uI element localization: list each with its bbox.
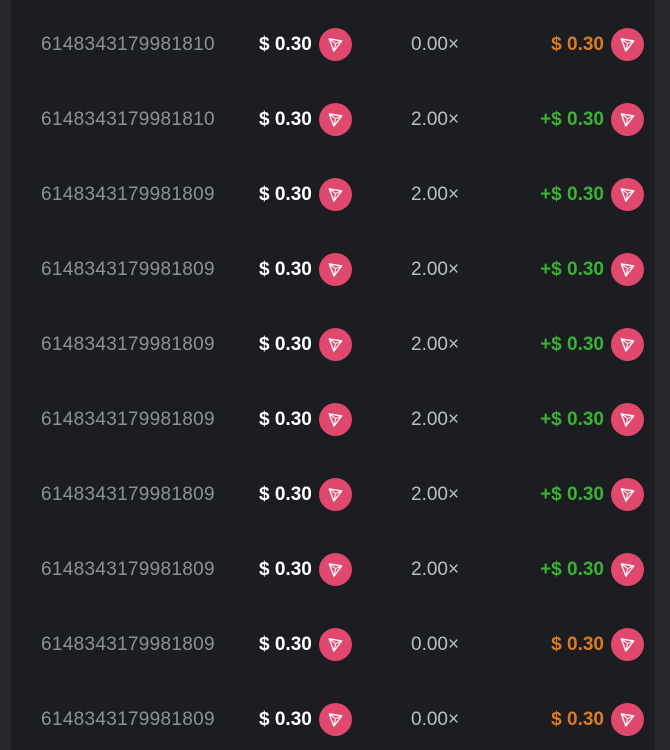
bet-multiplier: 2.00× — [411, 258, 460, 280]
bet-multiplier: 2.00× — [411, 483, 460, 505]
bet-row[interactable]: 6148343179981809 $ 0.30 2.00× +$ 0.30 — [11, 232, 655, 307]
bet-payout-value: $ 0.30 — [551, 33, 604, 55]
tron-icon — [611, 103, 644, 136]
tron-icon — [611, 28, 644, 61]
bet-amount-cell: $ 0.30 — [259, 253, 411, 286]
bet-amount-value: $ 0.30 — [259, 258, 312, 280]
bet-id: 6148343179981809 — [41, 633, 215, 655]
bet-payout-cell: $ 0.30 — [551, 703, 644, 736]
bet-row[interactable]: 6148343179981810 $ 0.30 0.00× $ 0.30 — [11, 7, 655, 82]
bet-amount-value: $ 0.30 — [259, 558, 312, 580]
bet-multiplier: 0.00× — [411, 708, 460, 730]
bet-payout-cell: $ 0.30 — [551, 628, 644, 661]
bet-payout-cell: +$ 0.30 — [540, 403, 644, 436]
tron-icon — [611, 703, 644, 736]
bet-payout-value: +$ 0.30 — [540, 483, 604, 505]
bet-id: 6148343179981809 — [41, 558, 215, 580]
bet-amount-cell: $ 0.30 — [259, 478, 411, 511]
tron-icon — [611, 328, 644, 361]
bet-payout-value: $ 0.30 — [551, 633, 604, 655]
bet-id: 6148343179981810 — [41, 33, 215, 55]
tron-icon — [611, 178, 644, 211]
bet-payout-value: +$ 0.30 — [540, 258, 604, 280]
bet-row[interactable]: 6148343179981809 $ 0.30 0.00× $ 0.30 — [11, 607, 655, 682]
tron-icon — [318, 478, 352, 511]
bet-multiplier: 2.00× — [411, 108, 460, 130]
bet-amount-value: $ 0.30 — [259, 408, 312, 430]
bet-payout-value: +$ 0.30 — [540, 333, 604, 355]
bet-row[interactable]: 6148343179981809 $ 0.30 2.00× +$ 0.30 — [11, 532, 655, 607]
bet-amount-value: $ 0.30 — [259, 183, 312, 205]
tron-icon — [318, 178, 352, 211]
tron-icon — [611, 403, 644, 436]
bet-amount-value: $ 0.30 — [259, 708, 312, 730]
bet-id: 6148343179981809 — [41, 183, 215, 205]
bet-id: 6148343179981809 — [41, 708, 215, 730]
bet-row[interactable]: 6148343179981809 $ 0.30 2.00× +$ 0.30 — [11, 457, 655, 532]
tron-icon — [611, 628, 644, 661]
bet-amount-cell: $ 0.30 — [259, 628, 411, 661]
bet-payout-value: +$ 0.30 — [540, 183, 604, 205]
bet-amount-value: $ 0.30 — [259, 33, 312, 55]
bet-amount-value: $ 0.30 — [259, 633, 312, 655]
tron-icon — [318, 253, 352, 286]
bet-amount-cell: $ 0.30 — [259, 703, 411, 736]
bet-amount-cell: $ 0.30 — [259, 328, 411, 361]
bet-amount-cell: $ 0.30 — [259, 178, 411, 211]
bet-amount-cell: $ 0.30 — [259, 103, 411, 136]
bet-amount-value: $ 0.30 — [259, 483, 312, 505]
bet-row[interactable]: 6148343179981810 $ 0.30 2.00× +$ 0.30 — [11, 82, 655, 157]
bet-payout-value: +$ 0.30 — [540, 408, 604, 430]
bet-multiplier: 2.00× — [411, 183, 460, 205]
tron-icon — [318, 553, 352, 586]
bet-history-table: 6148343179981810 $ 0.30 0.00× $ 0.30 614… — [11, 0, 655, 750]
tron-icon — [318, 28, 352, 61]
tron-icon — [318, 328, 352, 361]
tron-icon — [318, 628, 352, 661]
tron-icon — [611, 478, 644, 511]
bet-payout-cell: +$ 0.30 — [540, 178, 644, 211]
bet-id: 6148343179981809 — [41, 483, 215, 505]
bet-payout-cell: +$ 0.30 — [540, 253, 644, 286]
bet-amount-cell: $ 0.30 — [259, 28, 411, 61]
bet-id: 6148343179981809 — [41, 333, 215, 355]
bet-multiplier: 2.00× — [411, 558, 460, 580]
bet-id: 6148343179981809 — [41, 408, 215, 430]
bet-payout-cell: +$ 0.30 — [540, 478, 644, 511]
bet-payout-cell: $ 0.30 — [551, 28, 644, 61]
bet-rows-container: 6148343179981810 $ 0.30 0.00× $ 0.30 614… — [11, 0, 655, 750]
bet-id: 6148343179981810 — [41, 108, 215, 130]
bet-multiplier: 2.00× — [411, 408, 460, 430]
bet-amount-value: $ 0.30 — [259, 333, 312, 355]
bet-row[interactable]: 6148343179981809 $ 0.30 2.00× +$ 0.30 — [11, 307, 655, 382]
bet-row[interactable]: 6148343179981809 $ 0.30 2.00× +$ 0.30 — [11, 157, 655, 232]
tron-icon — [318, 403, 352, 436]
bet-multiplier: 0.00× — [411, 33, 460, 55]
bet-payout-cell: +$ 0.30 — [540, 103, 644, 136]
tron-icon — [611, 253, 644, 286]
bet-payout-cell: +$ 0.30 — [540, 553, 644, 586]
bet-multiplier: 2.00× — [411, 333, 460, 355]
bet-row[interactable]: 6148343179981809 $ 0.30 2.00× +$ 0.30 — [11, 382, 655, 457]
bet-amount-cell: $ 0.30 — [259, 403, 411, 436]
bet-amount-cell: $ 0.30 — [259, 553, 411, 586]
bet-row[interactable]: 6148343179981809 $ 0.30 0.00× $ 0.30 — [11, 682, 655, 750]
bet-payout-value: +$ 0.30 — [540, 108, 604, 130]
tron-icon — [611, 553, 644, 586]
bet-multiplier: 0.00× — [411, 633, 460, 655]
bet-payout-value: $ 0.30 — [551, 708, 604, 730]
tron-icon — [318, 703, 352, 736]
bet-payout-value: +$ 0.30 — [540, 558, 604, 580]
bet-amount-value: $ 0.30 — [259, 108, 312, 130]
tron-icon — [318, 103, 352, 136]
bet-payout-cell: +$ 0.30 — [540, 328, 644, 361]
bet-id: 6148343179981809 — [41, 258, 215, 280]
